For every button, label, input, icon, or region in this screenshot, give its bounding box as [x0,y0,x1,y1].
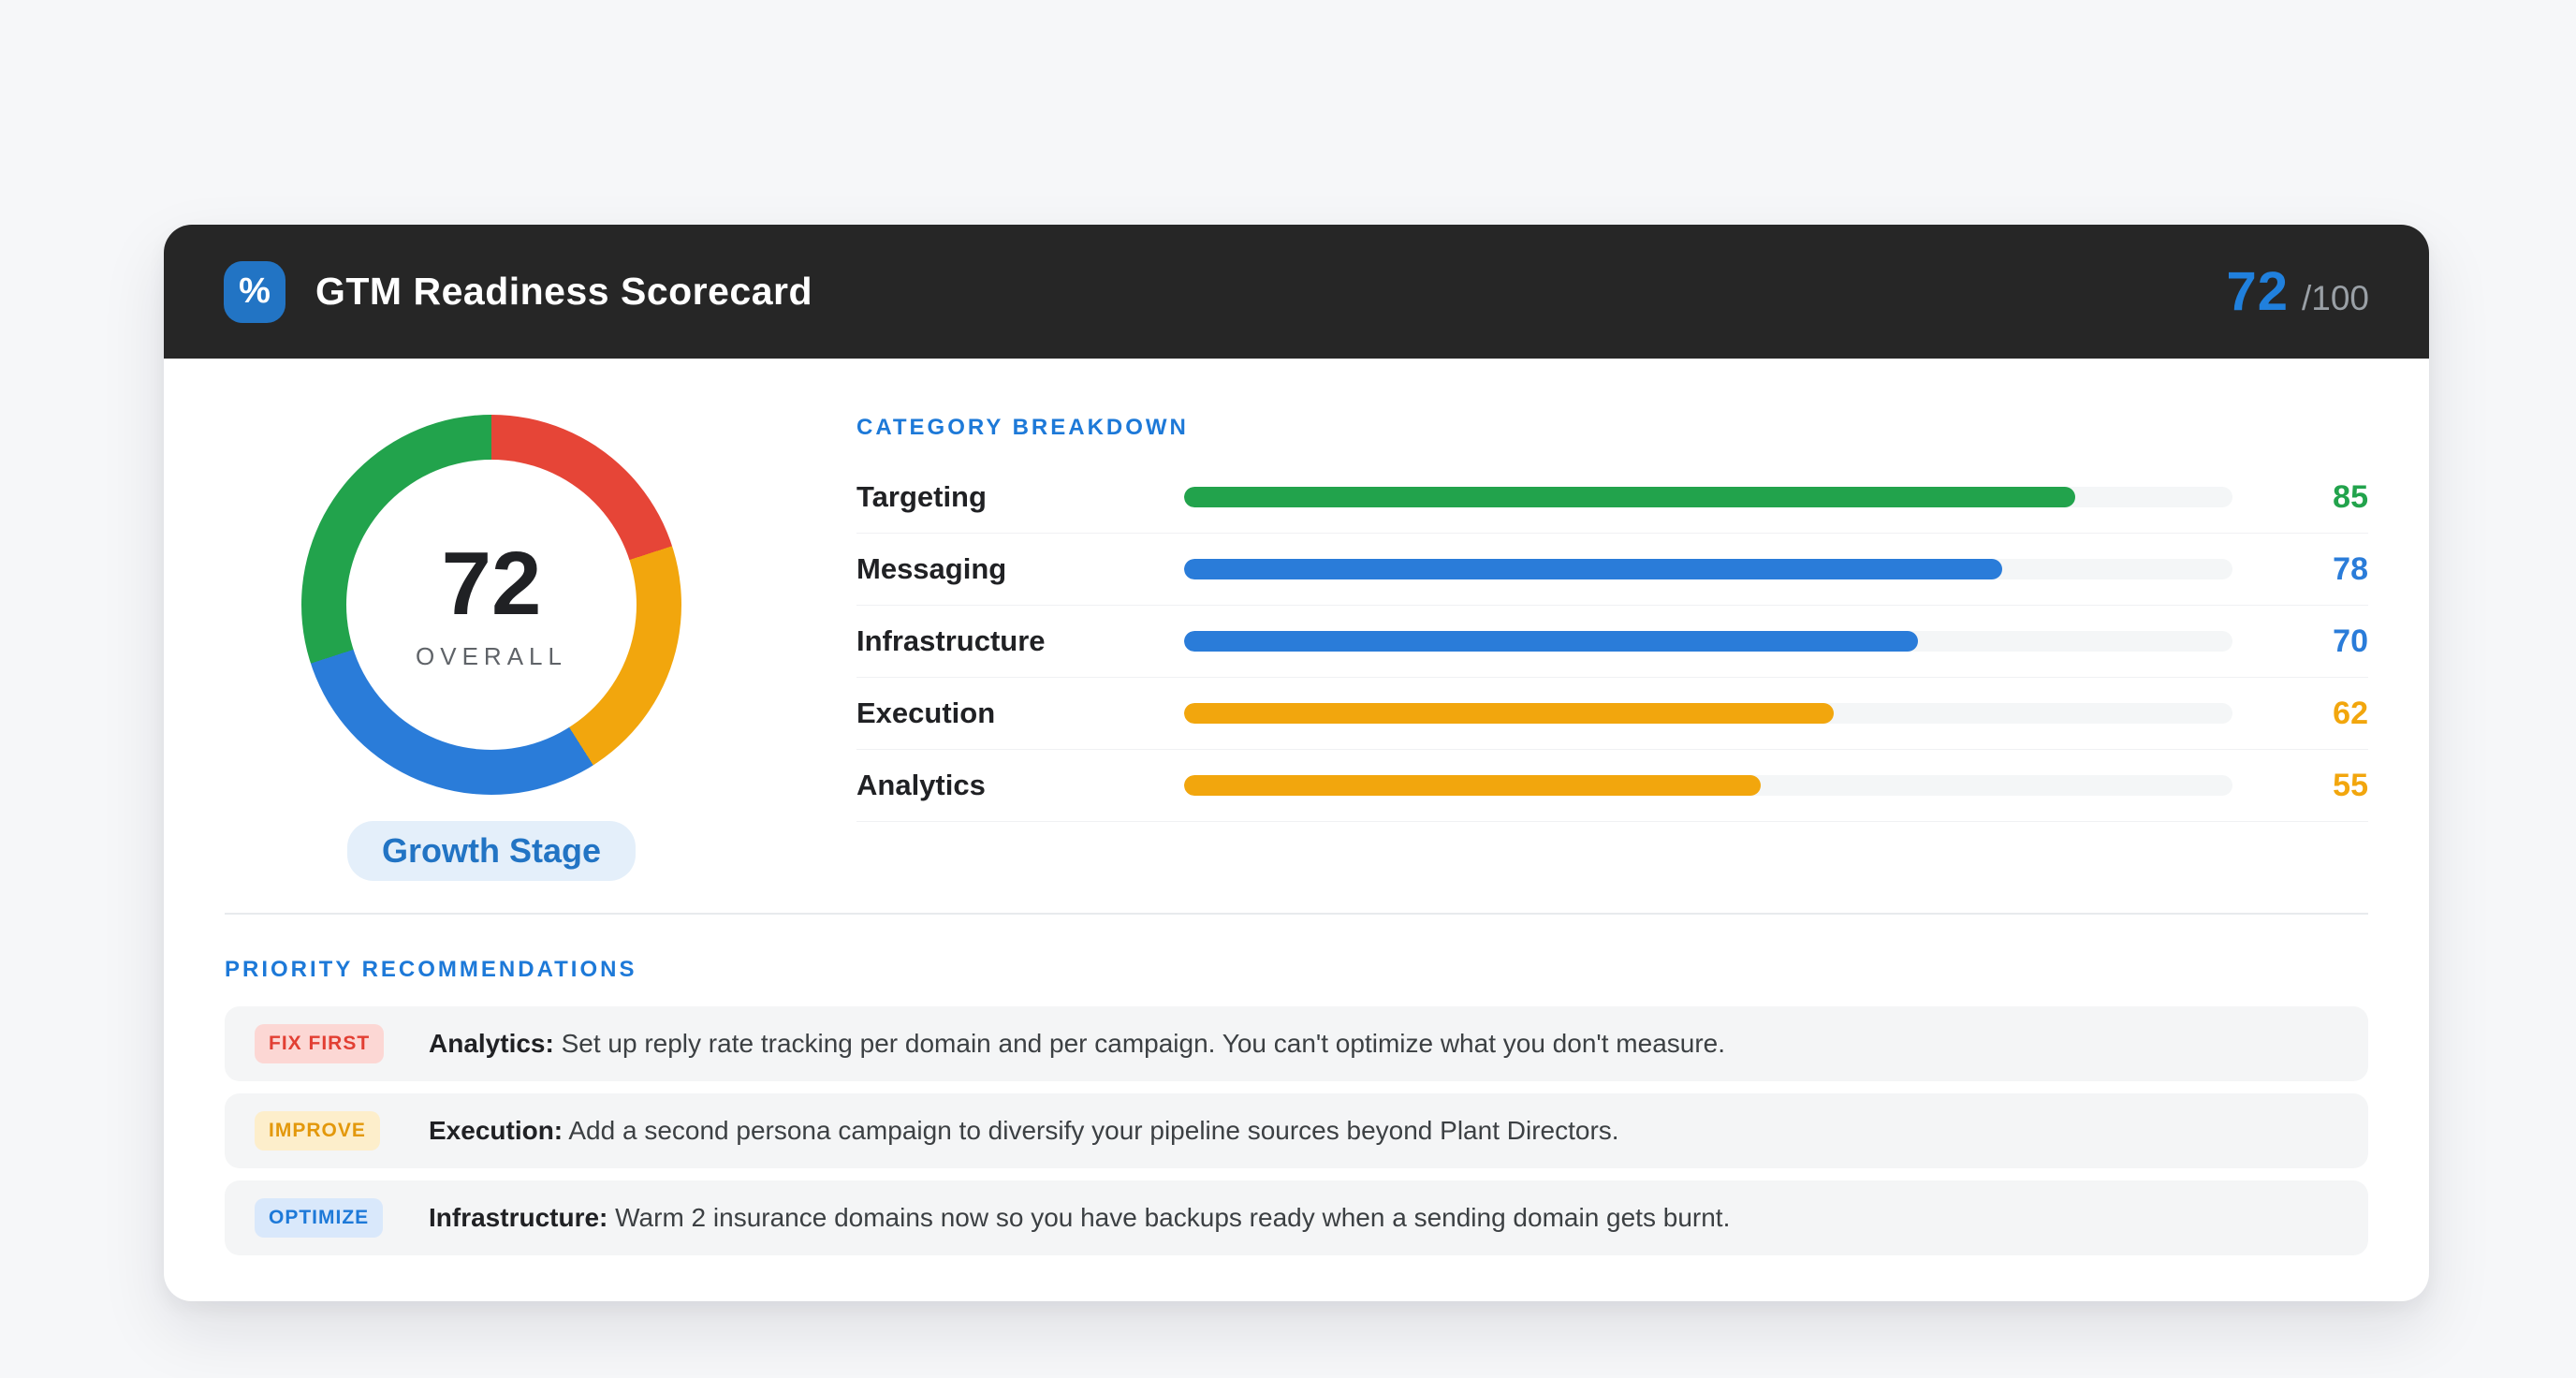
recommendation-text: Execution: Add a second persona campaign… [429,1116,1619,1145]
header-score-max: /100 [2301,279,2369,317]
category-bar-track [1184,631,2232,652]
top-section: 72 OVERALL Growth Stage CATEGORY BREAKDO… [225,415,2368,881]
recommendation-priority-badge: FIX FIRST [255,1024,385,1063]
recommendation-category: Execution: [429,1116,564,1145]
recommendation-text: Infrastructure: Warm 2 insurance domains… [429,1203,1731,1232]
recommendation-text: Analytics: Set up reply rate tracking pe… [429,1029,1726,1058]
category-bar-track [1184,703,2232,724]
overall-score-panel: 72 OVERALL Growth Stage [225,415,758,881]
recommendation-category: Infrastructure: [429,1203,608,1232]
category-row: Messaging 78 [856,534,2368,606]
category-label: Infrastructure [856,624,1046,657]
header-score-value: 72 [2226,261,2289,322]
card-title: GTM Readiness Scorecard [315,270,813,313]
growth-stage-badge: Growth Stage [346,821,637,881]
category-value: 85 [2333,478,2368,515]
category-row: Analytics 55 [856,750,2368,822]
recommendation-badge-column: FIX FIRST [255,1024,398,1063]
category-list: Targeting 85 Messaging 78 Infrastructure 70 Ex… [856,462,2368,822]
percent-icon: % [224,260,285,323]
donut-center: 72 OVERALL [346,460,637,750]
priority-recommendations-heading: PRIORITY RECOMMENDATIONS [225,957,637,982]
category-value: 70 [2333,623,2368,659]
category-value: 55 [2333,767,2368,803]
category-bar-track [1184,559,2232,579]
recommendation-badge-column: IMPROVE [255,1111,398,1151]
recommendation-priority-badge: IMPROVE [255,1111,380,1151]
category-bar-fill [1184,703,1835,724]
card-body: 72 OVERALL Growth Stage CATEGORY BREAKDO… [164,359,2429,1305]
category-breakdown-panel: CATEGORY BREAKDOWN Targeting 85 Messaging 7… [856,415,2368,881]
section-divider [225,913,2368,915]
category-bar-track [1184,487,2232,507]
recommendation-row: IMPROVE Execution: Add a second persona c… [225,1093,2368,1168]
category-label: Analytics [856,769,986,801]
category-bar-fill [1184,487,2075,507]
category-value: 62 [2333,695,2368,731]
header-overall-score: 72 /100 [2226,260,2369,323]
category-label: Execution [856,696,996,729]
recommendation-row: FIX FIRST Analytics: Set up reply rate tr… [225,1006,2368,1081]
category-breakdown-heading: CATEGORY BREAKDOWN [856,415,1189,440]
overall-score-label: OVERALL [416,641,567,670]
card-header: % GTM Readiness Scorecard 72 /100 [164,225,2429,359]
category-bar-fill [1184,775,1761,796]
recommendation-row: OPTIMIZE Infrastructure: Warm 2 insurance… [225,1180,2368,1255]
gtm-scorecard-card: % GTM Readiness Scorecard 72 /100 72 OVE… [164,225,2429,1301]
category-bar-fill [1184,631,1918,652]
category-label: Messaging [856,552,1007,585]
category-row: Infrastructure 70 [856,606,2368,678]
overall-score-value: 72 [441,533,542,634]
recommendation-category: Analytics: [429,1029,554,1058]
category-label: Targeting [856,480,987,513]
overall-donut-chart: 72 OVERALL [301,415,681,795]
category-row: Execution 62 [856,678,2368,750]
category-bar-fill [1184,559,2002,579]
recommendations-list: FIX FIRST Analytics: Set up reply rate tr… [225,1006,2368,1255]
category-bar-track [1184,775,2232,796]
category-row: Targeting 85 [856,462,2368,534]
category-value: 78 [2333,550,2368,587]
recommendation-priority-badge: OPTIMIZE [255,1198,384,1238]
recommendation-badge-column: OPTIMIZE [255,1198,398,1238]
